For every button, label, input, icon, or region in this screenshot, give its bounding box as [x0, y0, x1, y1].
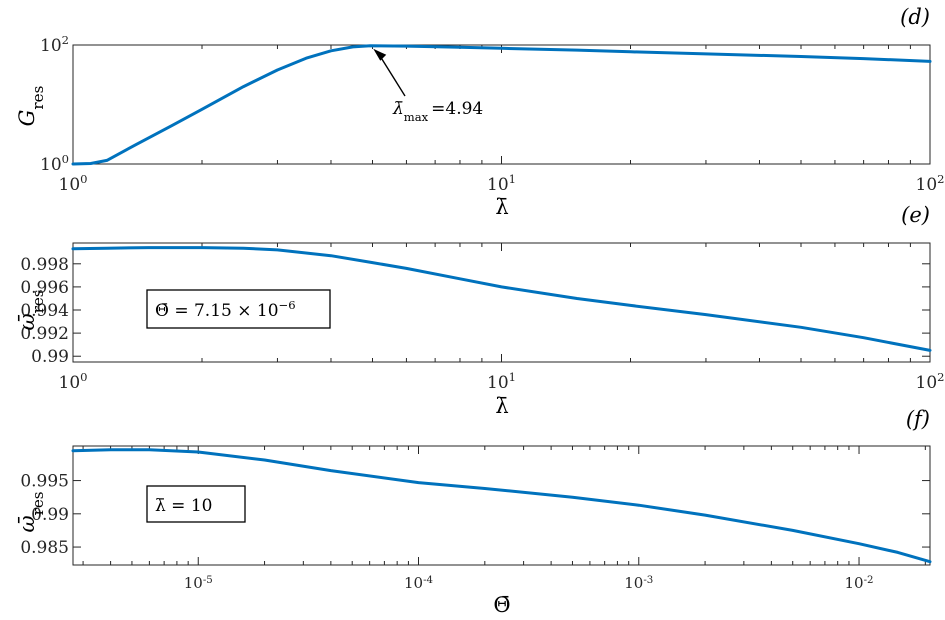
panel-label: (d) [900, 5, 930, 29]
y-tick-label: 0.985 [20, 538, 69, 558]
x-tick-label: 102 [916, 172, 945, 195]
annotation-arrowhead [373, 48, 387, 61]
panel-d: 100 101 102 100 102 (d) λ̄ Gres λ̄max =4.94 [15, 5, 945, 219]
x-tick-label: 102 [916, 370, 945, 393]
x-tick-label: 10-5 [184, 574, 213, 592]
x-tick-label: 101 [487, 172, 516, 195]
x-axis-label: Θ̄ [493, 593, 510, 617]
y-tick-label: 0.994 [20, 301, 69, 321]
panel-label: (f) [906, 407, 930, 431]
y-tick-label: 0.996 [20, 278, 69, 298]
axes-box [72, 44, 931, 165]
y-tick-label: 100 [40, 152, 69, 175]
y-tick-label: 0.992 [20, 324, 69, 344]
x-tick-label: 101 [487, 370, 516, 393]
y-tick-label: 0.99 [31, 347, 69, 367]
panel-label: (e) [901, 203, 930, 227]
y-axis-label: Gres [15, 86, 47, 127]
y-tick-label: 0.99 [31, 505, 69, 525]
x-tick-label: 10-3 [624, 574, 653, 592]
y-tick-label: 0.995 [20, 472, 69, 492]
panel-e: 100 101 102 0.99 0.992 0.994 0.996 0.998 (e) λ̄ ω̄… [15, 203, 945, 418]
annotation-text: λ̄max =4.94 [392, 99, 483, 124]
series-line [71, 44, 932, 166]
legend-text: Θ̄ = 7.15 × 10−6 [155, 298, 296, 321]
x-tick-label: 100 [59, 370, 88, 393]
legend-text: λ̄ = 10 [155, 496, 212, 516]
y-axis-label: ω̄res [15, 289, 47, 330]
panel-f: 10-5 10-4 10-3 10-2 0.985 0.99 0.995 (f) Θ̄ ω̄res… [15, 407, 932, 617]
series-line [71, 448, 932, 564]
axes-box [72, 445, 931, 566]
annotation-arrow [378, 54, 406, 97]
series-line [71, 246, 932, 352]
legend-box [146, 485, 246, 523]
x-axis-label: λ̄ [495, 394, 508, 418]
x-tick-label: 100 [59, 172, 88, 195]
y-tick-label: 102 [40, 33, 69, 56]
x-tick-label: 10-4 [404, 574, 433, 592]
legend-box [146, 289, 331, 329]
y-tick-label: 0.998 [20, 255, 69, 275]
x-tick-label: 10-2 [845, 574, 874, 592]
x-axis-label: λ̄ [495, 195, 508, 219]
y-axis-label: ω̄res [15, 491, 47, 532]
